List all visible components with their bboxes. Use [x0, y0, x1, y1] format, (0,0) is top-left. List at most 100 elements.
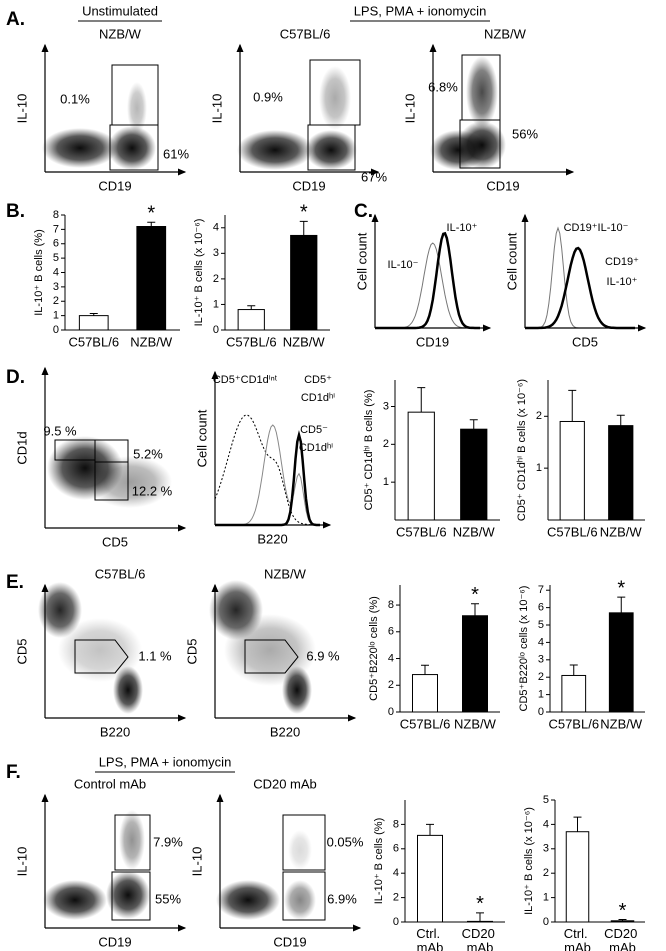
bar — [412, 674, 438, 713]
curve-label: CD1dʰⁱ — [301, 392, 335, 404]
y-axis-label: IL-10⁺ B cells (%) — [33, 229, 45, 316]
y-axis-label: CD5 — [14, 638, 29, 664]
y-tick-label: 6 — [393, 843, 399, 855]
gate — [282, 871, 326, 921]
bar — [561, 674, 587, 713]
x-axis-label: B220 — [100, 724, 130, 739]
gate-percent: 0.1% — [60, 91, 90, 106]
cell-density — [119, 810, 145, 870]
y-tick-label: 0 — [53, 324, 59, 336]
error-bar — [573, 816, 582, 832]
gate-percent: 6.8% — [428, 79, 458, 94]
y-tick-label: 4 — [543, 818, 549, 830]
gate — [282, 814, 326, 871]
curve-label: IL-10⁻ — [388, 259, 419, 271]
x-tick-label: C57BL/6 — [547, 524, 598, 539]
panel-label: D. — [6, 367, 25, 388]
error-bar — [147, 221, 156, 227]
x-axis-label: CD19 — [98, 934, 131, 949]
cell-density — [88, 456, 172, 508]
panel-label: E. — [6, 572, 24, 593]
y-tick-label: 7 — [538, 584, 544, 596]
y-tick-label: 8 — [53, 209, 59, 221]
x-tick-label: C57BL/6 — [400, 716, 451, 731]
x-axis-label: CD19 — [98, 178, 131, 193]
error-bar — [469, 419, 478, 430]
cell-density — [305, 130, 357, 170]
cell-density — [288, 830, 312, 870]
error-bar — [89, 312, 98, 316]
error-bar — [618, 919, 627, 921]
x-tick-label: C57BL/6 — [396, 524, 447, 539]
y-tick-label: 0 — [213, 324, 219, 336]
x-tick-label: NZB/W — [283, 334, 326, 349]
x-tick-label: NZB/W — [600, 524, 643, 539]
gate-percent: 55% — [155, 891, 181, 906]
y-tick-label: 2 — [393, 892, 399, 904]
y-axis-label: IL-10 — [14, 847, 29, 877]
x-tick-label: NZB/W — [600, 716, 643, 731]
y-tick-label: 3 — [213, 247, 219, 259]
label-line: CD20 — [604, 926, 641, 941]
y-axis-label: IL-10 — [189, 847, 204, 877]
x-axis-label: B220 — [270, 724, 300, 739]
label-line: CD20 — [462, 926, 499, 941]
x-tick-label: C57BL/6 — [548, 716, 599, 731]
histogram-curve — [214, 414, 321, 526]
gate-percent: 5.2% — [133, 446, 163, 461]
significance-mark: * — [617, 577, 625, 599]
x-tick-label: NZB/W — [453, 524, 496, 539]
y-tick-label: 5 — [53, 252, 59, 264]
y-tick-label: 4 — [538, 636, 544, 648]
x-axis-label: B220 — [257, 531, 287, 546]
curve-label: IL-10⁺ — [607, 276, 638, 288]
bar — [136, 226, 167, 331]
gate-percent: 7.9% — [153, 834, 183, 849]
y-axis-label: IL-10 — [209, 94, 224, 124]
curve-label: CD5⁻ — [300, 424, 328, 436]
y-axis-label: CD5⁺ CD1dʰⁱ B cells (%) — [363, 390, 375, 511]
header: LPS, PMA + ionomycin — [99, 754, 232, 769]
bar — [290, 234, 318, 331]
significance-mark: * — [619, 900, 627, 922]
error-bar — [247, 305, 256, 310]
bar — [565, 831, 590, 923]
y-tick-label: 6 — [538, 602, 544, 614]
error-bar — [476, 912, 484, 922]
x-tick-label: C57BL/6 — [68, 334, 119, 349]
y-tick-label: 3 — [543, 843, 549, 855]
y-tick-label: 3 — [383, 400, 389, 412]
gate-percent: 67% — [361, 169, 387, 184]
x-axis-label: CD5 — [572, 334, 598, 349]
y-tick-label: 2 — [388, 679, 394, 691]
error-bar — [616, 414, 625, 426]
error-bar — [299, 220, 308, 236]
y-tick-label: 6 — [53, 238, 59, 250]
cell-density — [42, 128, 118, 168]
x-axis-label: CD19 — [273, 934, 306, 949]
y-tick-label: 5 — [543, 794, 549, 806]
plot-title: NZB/W — [264, 566, 307, 581]
gate-percent: 6.9 % — [306, 648, 340, 663]
bar — [559, 420, 585, 521]
histogram-curve — [375, 242, 480, 329]
y-tick-label: 0 — [393, 916, 399, 928]
cell-density — [224, 614, 316, 686]
cell-density — [108, 126, 156, 170]
y-axis-label: CD5⁺B220ˡᵒ cells (x 10⁻⁶) — [518, 586, 530, 712]
label-line: Ctrl. — [416, 926, 443, 941]
y-tick-label: 4 — [388, 652, 394, 664]
gate — [244, 639, 299, 674]
x-axis-label: CD19 — [292, 178, 325, 193]
significance-mark: * — [300, 202, 308, 224]
gate-percent: 56% — [512, 126, 538, 141]
gate-percent: 12.2 % — [132, 483, 173, 498]
cell-density — [106, 871, 150, 919]
panel-label: B. — [6, 201, 25, 222]
y-axis-label: IL-10 — [14, 94, 29, 124]
error-bar — [471, 603, 479, 616]
panel-label: F. — [6, 762, 21, 783]
cell-density — [58, 618, 142, 682]
x-tick-label: Ctrl. mAb — [416, 926, 443, 951]
cell-density — [284, 880, 316, 920]
